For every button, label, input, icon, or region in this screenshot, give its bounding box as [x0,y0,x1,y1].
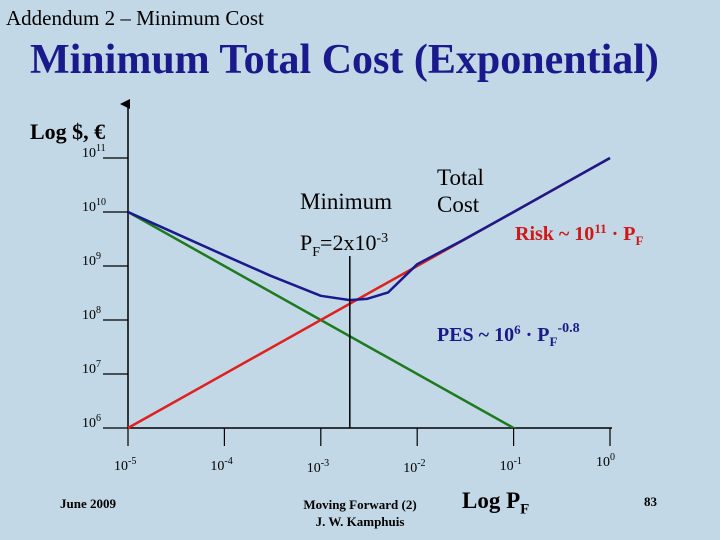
y-tick-label-exponent: 10 [96,197,106,208]
minimum-pf-subscript: F [312,245,320,260]
x-tick-label-base: 10 [403,461,417,476]
y-tick-label: 107 [82,359,101,377]
x-tick-label-base: 10 [596,455,610,470]
y-tick-label-exponent: 11 [96,143,106,154]
series-total-cost [127,156,611,302]
risk-formula-subscript: F [636,233,644,248]
y-tick-label: 1010 [82,197,106,215]
y-axis-label: Log $, € [30,119,106,144]
x-tick-label-exponent: -5 [128,456,136,467]
pes-formula-label: PES ~ 106 · PF-0.8 [437,321,580,349]
y-tick-label-exponent: 6 [96,413,101,424]
page-title: Minimum Total Cost (Exponential) [30,37,659,83]
pes-formula-exponent: 6 [514,322,521,337]
x-axis-label-subscript: F [520,501,530,518]
minimum-pf-value: =2x10 [320,230,376,255]
x-tick-label-exponent: -1 [514,456,522,467]
minimum-label: Minimum [300,189,392,214]
series-line [128,210,517,428]
y-tick-label: 109 [82,251,101,269]
y-tick-label-exponent: 9 [96,251,101,262]
risk-formula-text: Risk ~ 10 [515,223,594,245]
footer-date: June 2009 [60,496,116,511]
x-tick-label: 10-2 [403,458,425,476]
minimum-pf-exponent: -3 [376,231,388,246]
pes-formula-text: PES ~ 10 [437,324,514,346]
x-tick-label: 100 [596,452,615,470]
y-tick-label-exponent: 7 [96,359,101,370]
footer-page-number: 83 [644,494,657,509]
x-tick-label: 10-5 [114,456,136,474]
x-tick-label-exponent: -3 [321,458,329,469]
y-tick-label: 106 [82,413,101,431]
y-tick-label-base: 10 [82,146,96,161]
y-tick-label-base: 10 [82,254,96,269]
risk-formula-pf: · P [607,223,636,245]
series-pes [128,210,517,428]
x-tick-label-base: 10 [114,459,128,474]
risk-formula-label: Risk ~ 1011 · PF [515,221,644,248]
footer-author: J. W. Kamphuis [315,514,405,529]
risk-formula-exponent: 11 [594,221,606,236]
x-tick-label-base: 10 [500,459,514,474]
x-axis-label: Log PF [462,488,529,519]
y-tick-label-base: 10 [82,308,96,323]
pes-formula-exponent-2: -0.8 [557,321,579,336]
total-cost-label-line1: Total [437,165,484,190]
y-tick-label-exponent: 8 [96,305,101,316]
x-tick-label: 10-1 [500,456,522,474]
minimum-pf-text: P [300,230,312,255]
pes-formula-subscript: F [549,334,557,349]
x-tick-label-exponent: -4 [224,456,232,467]
addendum-heading: Addendum 2 – Minimum Cost [6,6,264,30]
y-tick-label: 108 [82,305,101,323]
x-tick-label: 10-3 [307,458,329,476]
x-tick-label: 10-4 [210,456,232,474]
x-tick-label-exponent: -2 [417,458,425,469]
minimum-pf-label: PF=2x10-3 [300,230,388,260]
x-tick-label-base: 10 [307,461,321,476]
x-tick-label-exponent: 0 [610,452,615,463]
pes-formula-pf: · P [521,324,550,346]
y-tick-label: 1011 [82,143,106,161]
footer-presentation-title: Moving Forward (2) [303,497,417,512]
total-cost-label-line2: Cost [437,192,480,217]
y-tick-label-base: 10 [82,416,96,431]
x-tick-label-base: 10 [210,459,224,474]
x-axis-label-text: Log P [462,488,521,513]
y-tick-label-base: 10 [82,362,96,377]
y-tick-label-base: 10 [82,200,96,215]
series-line [127,156,611,302]
